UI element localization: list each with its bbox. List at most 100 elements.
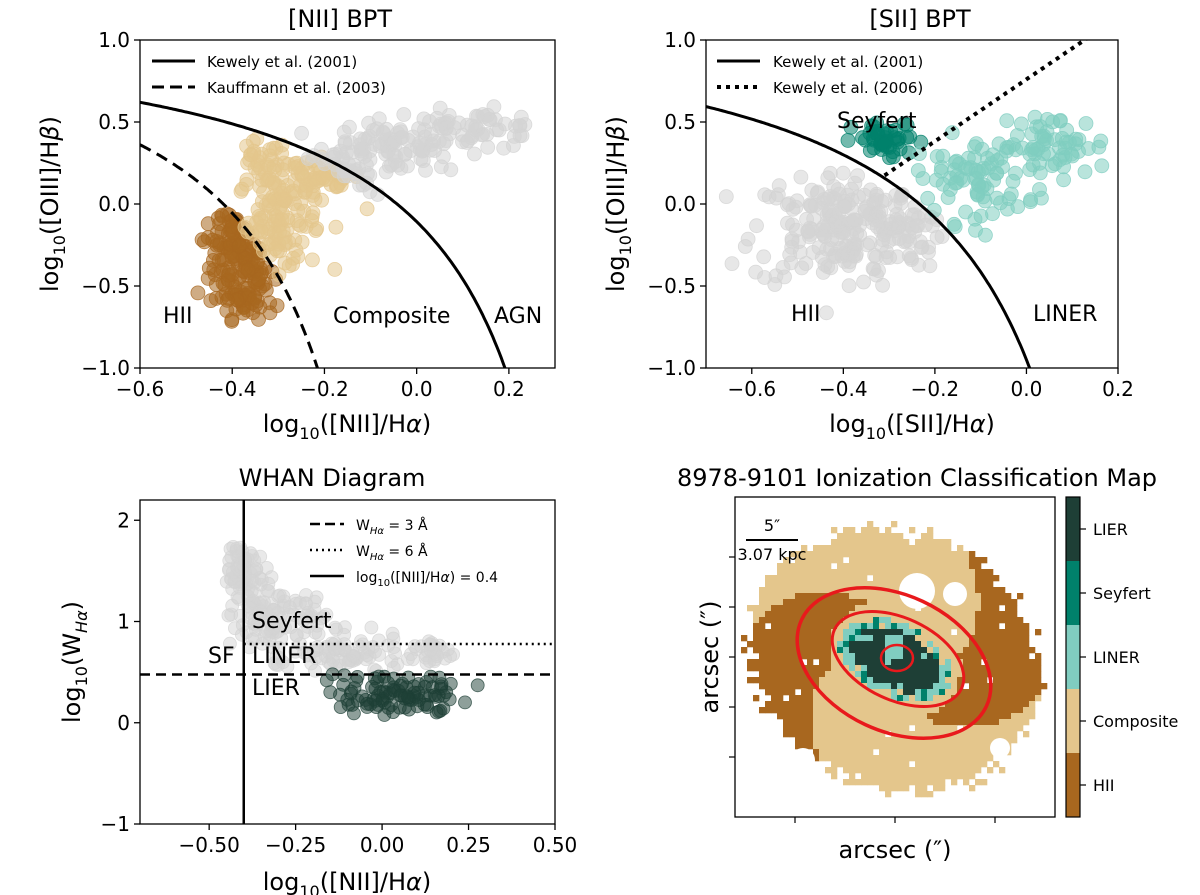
map-pixel	[783, 701, 790, 708]
map-pixel	[879, 761, 886, 768]
map-pixel	[921, 749, 928, 756]
map-pixel	[789, 707, 796, 714]
map-pixel	[945, 647, 952, 654]
map-pixel	[873, 701, 880, 708]
map-pixel	[987, 587, 994, 594]
map-pixel	[933, 725, 940, 732]
map-pixel	[891, 677, 898, 684]
scatter-point	[780, 215, 795, 231]
map-pixel	[831, 599, 838, 606]
map-pixel	[987, 731, 994, 738]
map-pixel	[903, 671, 910, 678]
map-pixel	[879, 581, 886, 588]
map-pixel	[981, 599, 988, 606]
map-pixel	[999, 635, 1006, 642]
map-pixel	[987, 701, 994, 708]
map-pixel	[987, 653, 994, 660]
map-pixel	[897, 605, 904, 612]
map-pixel	[963, 755, 970, 762]
map-pixel	[1017, 701, 1024, 708]
map-pixel	[921, 611, 928, 618]
map-pixel	[777, 617, 784, 624]
map-pixel	[939, 659, 946, 666]
map-pixel	[813, 569, 820, 576]
map-pixel	[825, 617, 832, 624]
scatter-point	[804, 182, 820, 198]
map-pixel	[963, 707, 970, 714]
map-pixel	[945, 563, 952, 570]
map-pixel	[819, 563, 826, 570]
map-pixel	[1005, 665, 1012, 672]
whan-legend-vline: log10([NII]/Hα) = 0.4	[356, 570, 498, 589]
map-pixel	[867, 545, 874, 552]
map-pixel	[783, 599, 790, 606]
scatter-point	[225, 565, 240, 580]
scatter-point	[259, 624, 274, 639]
map-pixel	[795, 575, 802, 582]
map-pixel	[897, 629, 904, 636]
map-pixel	[801, 605, 808, 612]
map-pixel	[879, 557, 886, 564]
map-pixel	[963, 659, 970, 666]
map-pixel	[807, 611, 814, 618]
map-pixel	[879, 539, 886, 546]
map-pixel	[879, 737, 886, 744]
scatter-point	[826, 178, 842, 194]
map-pixel	[927, 659, 934, 666]
map-pixel	[915, 695, 922, 702]
map-pixel	[963, 731, 970, 738]
map-pixel	[933, 653, 940, 660]
map-pixel	[771, 659, 778, 666]
map-pixel	[981, 623, 988, 630]
map-pixel	[969, 569, 976, 576]
map-pixel	[909, 719, 916, 726]
map-pixel	[993, 695, 1000, 702]
map-pixel	[801, 551, 808, 558]
map-pixel	[855, 671, 862, 678]
map-pixel	[771, 599, 778, 606]
map-pixel	[969, 581, 976, 588]
map-pixel	[915, 683, 922, 690]
map-pixel	[819, 719, 826, 726]
map-pixel	[999, 647, 1006, 654]
scatter-point	[329, 622, 344, 637]
scatter-point	[767, 277, 783, 292]
map-pixel	[861, 623, 868, 630]
map-pixel	[993, 623, 1000, 630]
x-tick-label: −0.6	[727, 377, 776, 401]
map-pixel	[867, 635, 874, 642]
scatter-point	[968, 222, 983, 238]
map-pixel	[945, 761, 952, 768]
map-pixel	[783, 557, 790, 564]
map-pixel	[843, 575, 850, 582]
map-pixel	[963, 617, 970, 624]
map-pixel	[807, 653, 814, 660]
map-pixel	[819, 713, 826, 720]
scatter-point	[985, 147, 1001, 163]
map-pixel	[945, 575, 952, 582]
scatter-point	[416, 111, 432, 127]
scatter-point	[928, 172, 944, 188]
map-pixel	[819, 623, 826, 630]
scatter-point	[251, 272, 267, 288]
map-pixel	[945, 539, 952, 546]
map-pixel	[897, 545, 904, 552]
map-pixel	[783, 647, 790, 654]
sii-kewley-2006-line	[883, 40, 1089, 178]
map-pixel	[891, 713, 898, 720]
map-pixel	[1011, 665, 1018, 672]
scatter-point	[920, 190, 936, 206]
map-pixel	[909, 527, 916, 534]
scatter-point	[379, 121, 394, 137]
map-pixel	[807, 725, 814, 732]
nii-bpt-legend: Kewely et al. (2001) Kauffmann et al. (2…	[152, 53, 386, 97]
map-pixel	[1017, 593, 1024, 600]
map-pixel	[783, 683, 790, 690]
map-pixel	[927, 743, 934, 750]
map-pixel	[837, 695, 844, 702]
nii-bpt-points	[190, 99, 533, 329]
map-pixel	[771, 593, 778, 600]
whan-points	[219, 540, 485, 722]
map-pixel	[885, 599, 892, 606]
map-pixel	[795, 677, 802, 684]
